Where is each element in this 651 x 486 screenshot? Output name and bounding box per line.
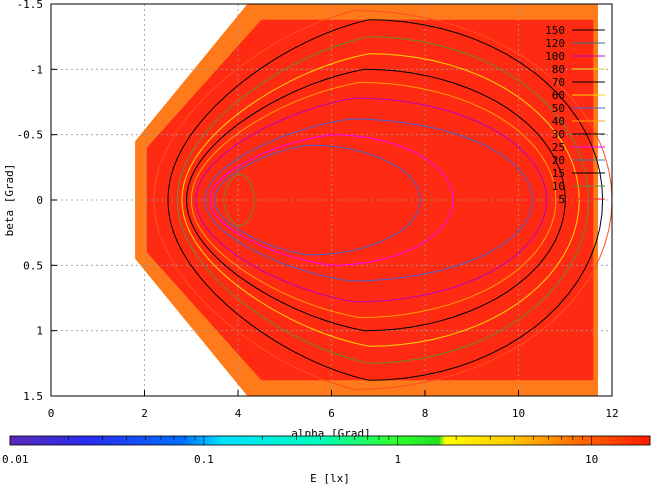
contour-line	[167, 19, 604, 381]
legend-label: 150	[545, 24, 565, 37]
x-tick-label: 10	[512, 407, 525, 420]
colorbar-tick-label: 0.01	[2, 453, 29, 466]
contour-lines	[153, 9, 612, 391]
legend-label: 25	[552, 141, 565, 154]
x-tick-label: 2	[141, 407, 148, 420]
legend-label: 60	[552, 89, 565, 102]
contour-line	[190, 81, 557, 319]
x-tick-label: 12	[605, 407, 618, 420]
x-tick-label: 0	[48, 407, 55, 420]
legend-label: 10	[552, 180, 565, 193]
colorbar-ticks: 0.01 0.1 1 10	[2, 436, 651, 466]
legend-label: 30	[552, 128, 565, 141]
legend-label: 15	[552, 167, 565, 180]
legend-label: 120	[545, 37, 565, 50]
y-axis-ticks: -1.5 -1 -0.5 0 0.5 1 1.5	[17, 0, 57, 403]
contour-line	[181, 53, 580, 347]
colorbar-tick-label: 10	[585, 453, 598, 466]
y-tick-label: -1	[30, 63, 43, 76]
y-tick-label: -1.5	[17, 0, 44, 11]
legend-label: 70	[552, 76, 565, 89]
legend-label: 50	[552, 102, 565, 115]
contour-line	[176, 36, 590, 364]
legend-label: 5	[558, 193, 565, 206]
contour-line	[223, 173, 255, 227]
y-axis-label: beta [Grad]	[3, 164, 16, 237]
y-tick-label: 0.5	[23, 259, 43, 272]
y-tick-label: 1.5	[23, 390, 43, 403]
contour-line	[153, 9, 612, 391]
contour-line	[214, 144, 421, 256]
colorbar-tick-label: 1	[394, 453, 401, 466]
legend-label: 40	[552, 115, 565, 128]
x-tick-label: 4	[235, 407, 242, 420]
y-tick-label: 1	[36, 325, 43, 338]
contour-line	[204, 118, 534, 282]
legend-label: 20	[552, 154, 565, 167]
y-tick-label: -0.5	[17, 129, 44, 142]
contour-line	[209, 134, 454, 266]
colorbar-label: E [lx]	[310, 472, 350, 485]
contour-line	[195, 97, 548, 303]
colorbar-tick-label: 0.1	[194, 453, 214, 466]
x-tick-label: 8	[422, 407, 429, 420]
x-tick-label: 6	[328, 407, 335, 420]
colorbar	[9, 435, 651, 446]
contour-line	[186, 68, 566, 332]
field-core	[146, 19, 594, 381]
y-tick-label: 0	[36, 194, 43, 207]
x-axis-ticks: 0 2 4 6 8 10 12	[48, 390, 619, 420]
legend-label: 100	[545, 50, 565, 63]
legend-label: 80	[552, 63, 565, 76]
